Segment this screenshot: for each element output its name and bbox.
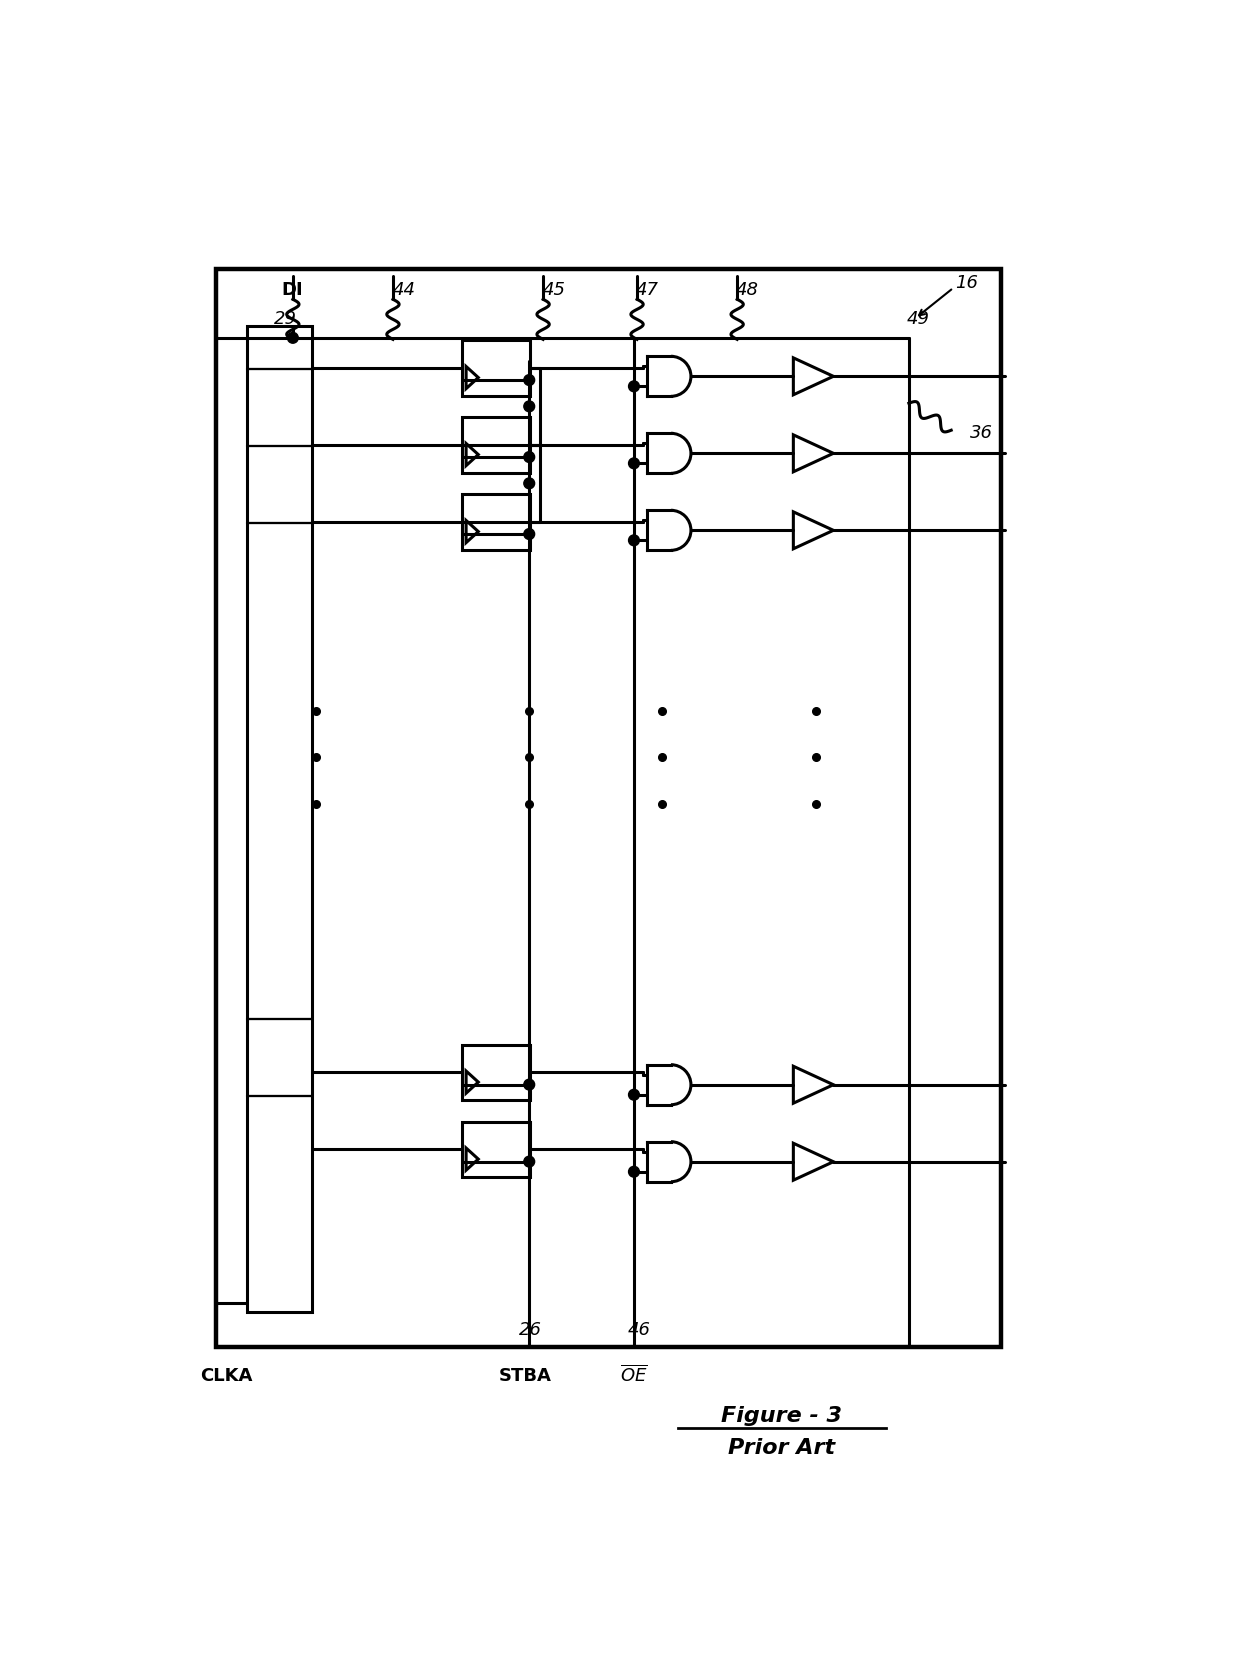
Circle shape [629,458,640,468]
Text: 29: 29 [274,310,296,328]
Bar [463,494,529,549]
Bar [463,1121,529,1178]
Bar [216,269,1001,1347]
Text: 44: 44 [393,281,415,299]
Text: CLKA: CLKA [201,1367,253,1385]
Circle shape [523,452,534,462]
Text: 45: 45 [543,281,567,299]
Text: $\overline{OE}$: $\overline{OE}$ [620,1363,647,1385]
Text: 48: 48 [735,281,759,299]
Circle shape [629,1166,640,1178]
Circle shape [523,1079,534,1091]
Circle shape [523,375,534,385]
Text: 47: 47 [635,281,658,299]
Text: 36: 36 [971,423,993,442]
Text: 26: 26 [518,1320,542,1338]
Text: 46: 46 [627,1320,651,1338]
Text: DI: DI [281,281,303,299]
Circle shape [629,1089,640,1101]
Bar [247,326,312,1312]
Text: 49: 49 [906,310,930,328]
Text: Figure - 3: Figure - 3 [722,1405,842,1425]
Text: Prior Art: Prior Art [728,1439,836,1459]
Bar [463,417,529,472]
Bar [463,340,529,395]
Text: STBA: STBA [498,1367,552,1385]
Text: 16: 16 [955,274,978,291]
Circle shape [288,333,299,343]
Circle shape [629,381,640,391]
Circle shape [523,1156,534,1168]
Circle shape [523,529,534,539]
Circle shape [523,402,534,412]
Bar [463,1044,529,1101]
Circle shape [629,535,640,545]
Circle shape [523,478,534,489]
